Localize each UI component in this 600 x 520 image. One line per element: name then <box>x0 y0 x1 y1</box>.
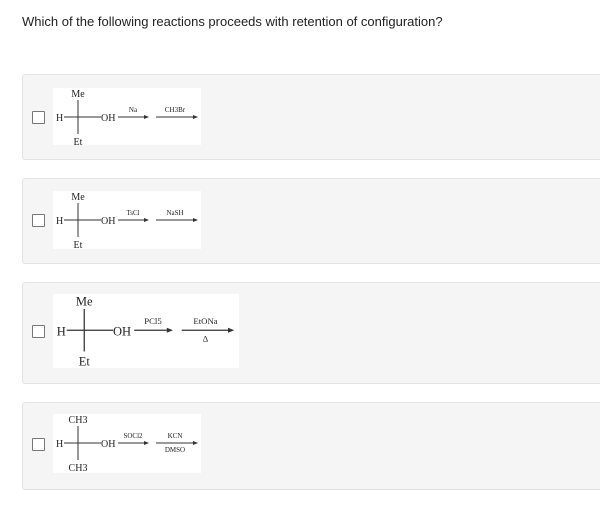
reagent-1: PCl5 <box>144 316 162 326</box>
arrowhead-icon <box>193 115 198 119</box>
arrowhead-icon <box>228 327 235 333</box>
answer-option-2[interactable]: H Me Et OH TsCl NaSH <box>22 178 600 264</box>
arrowhead-icon <box>144 218 149 222</box>
left-substituent: H <box>56 216 63 227</box>
arrowhead-icon <box>166 327 173 333</box>
option-checkbox[interactable] <box>32 110 45 124</box>
reaction-image: H Me Et OH PCl5 EtONa Δ <box>53 294 239 368</box>
right-substituent: OH <box>101 216 115 227</box>
top-substituent: Me <box>71 192 85 203</box>
top-substituent: CH3 <box>69 415 88 426</box>
arrowhead-icon <box>144 441 149 445</box>
reagent-1: SOCl2 <box>123 432 143 440</box>
bottom-substituent: CH3 <box>69 463 88 473</box>
reagent-1: Na <box>129 106 138 114</box>
reagent-2-condition: DMSO <box>165 446 185 454</box>
right-substituent: OH <box>101 113 115 124</box>
reaction-image: H Me Et OH Na CH3Br <box>53 88 201 148</box>
question-text: Which of the following reactions proceed… <box>22 14 443 29</box>
bottom-substituent: Et <box>74 240 83 249</box>
reaction-scheme: H CH3 CH3 OH SOCl2 KCN DMSO <box>56 415 198 474</box>
option-checkbox[interactable] <box>32 437 45 451</box>
left-substituent: H <box>57 324 66 338</box>
reaction-scheme: H Me Et OH Na CH3Br <box>56 89 198 148</box>
top-substituent: Me <box>76 294 93 308</box>
option-checkbox[interactable] <box>32 325 45 338</box>
left-substituent: H <box>56 439 63 450</box>
reagent-2: NaSH <box>166 209 183 217</box>
reagent-2: EtONa <box>193 316 217 326</box>
reagent-2: CH3Br <box>165 106 186 114</box>
reaction-scheme: H Me Et OH PCl5 EtONa Δ <box>57 294 235 368</box>
top-substituent: Me <box>71 89 85 100</box>
bottom-substituent: Et <box>79 354 91 368</box>
reagent-2-condition: Δ <box>203 334 209 344</box>
right-substituent: OH <box>113 324 131 338</box>
left-substituent: H <box>56 113 63 124</box>
reaction-image: H Me Et OH TsCl NaSH <box>53 191 201 251</box>
arrowhead-icon <box>144 115 149 119</box>
reaction-scheme: H Me Et OH TsCl NaSH <box>56 192 198 251</box>
reagent-1: TsCl <box>126 209 139 217</box>
bottom-substituent: Et <box>74 137 83 145</box>
answer-option-3[interactable]: H Me Et OH PCl5 EtONa Δ <box>22 282 600 384</box>
option-checkbox[interactable] <box>32 214 45 227</box>
answer-option-1[interactable]: H Me Et OH Na CH3Br <box>22 74 600 160</box>
reagent-2: KCN <box>168 432 183 440</box>
arrowhead-icon <box>193 441 198 445</box>
answer-option-4[interactable]: H CH3 CH3 OH SOCl2 KCN DMSO <box>22 402 600 490</box>
arrowhead-icon <box>193 218 198 222</box>
reaction-image: H CH3 CH3 OH SOCl2 KCN DMSO <box>53 414 201 474</box>
right-substituent: OH <box>101 439 115 450</box>
